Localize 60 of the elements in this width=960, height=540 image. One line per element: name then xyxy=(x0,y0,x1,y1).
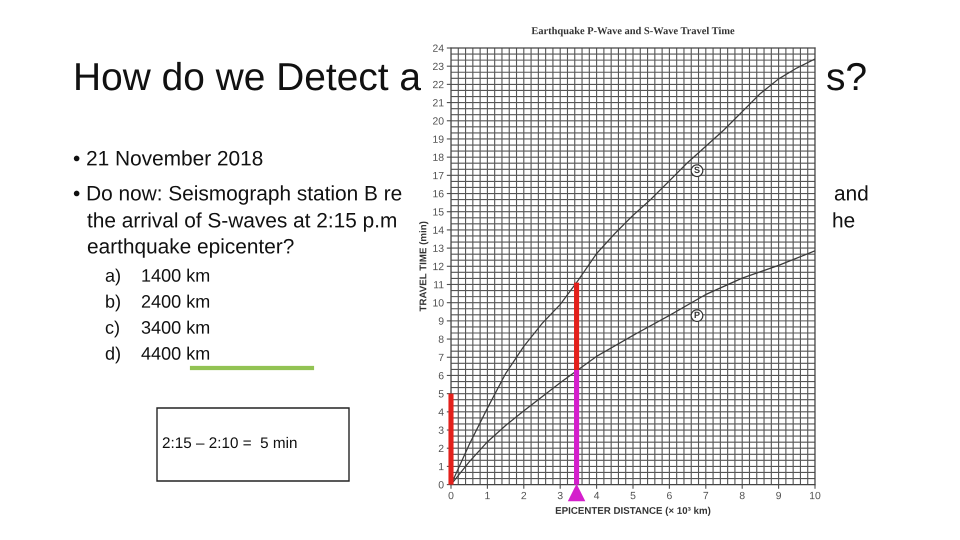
y-axis-title: TRAVEL TIME (min) xyxy=(419,222,428,312)
text: he xyxy=(833,212,854,228)
y-tick-label: 15 xyxy=(433,208,444,216)
y-tick-label: 19 xyxy=(433,135,444,143)
y-tick-label: 0 xyxy=(438,481,444,488)
x-axis-title: EPICENTER DISTANCE (× 10³ km) xyxy=(556,506,710,516)
y-tick-label: 9 xyxy=(438,317,444,325)
text: s? xyxy=(827,62,866,90)
y-tick-label: 14 xyxy=(433,226,444,234)
text: 1400 km xyxy=(142,268,210,282)
x-tick-label: 1 xyxy=(485,492,490,500)
text: earthquake epicenter? xyxy=(88,238,294,258)
text: 2400 km xyxy=(142,294,210,308)
y-tick-label: 24 xyxy=(432,44,444,52)
chart-title: Earthquake P-Wave and S-Wave Travel Time xyxy=(532,26,734,36)
y-tick-label: 17 xyxy=(433,172,444,180)
x-tick-label: 8 xyxy=(740,492,745,500)
text: • 21 November 2018 xyxy=(74,150,262,166)
y-tick-label: 2 xyxy=(438,444,444,452)
text: 2:15 – 2:10 = 5 min xyxy=(162,436,296,448)
y-tick-label: 12 xyxy=(433,262,444,270)
x-tick-label: 7 xyxy=(703,492,708,500)
bar xyxy=(448,394,454,485)
text: 4400 km xyxy=(141,346,210,360)
text: 3400 km xyxy=(142,320,210,334)
series-label: P xyxy=(694,312,700,318)
y-tick-label: 1 xyxy=(439,463,444,470)
x-tick-label: 6 xyxy=(667,492,672,500)
text: and xyxy=(834,185,868,201)
y-tick-label: 22 xyxy=(432,80,444,88)
y-tick-label: 11 xyxy=(434,281,444,288)
x-tick-label: 2 xyxy=(521,492,526,500)
text: • Do now: Seismograph station B re xyxy=(74,185,402,205)
y-tick-label: 4 xyxy=(438,408,444,416)
y-tick-label: 13 xyxy=(433,244,444,252)
y-tick-label: 3 xyxy=(438,426,444,434)
y-tick-label: 8 xyxy=(438,336,444,343)
y-tick-label: 21 xyxy=(432,99,444,106)
text: c) xyxy=(106,320,119,338)
text: the arrival of S-waves at 2:15 p.m xyxy=(87,212,396,232)
y-tick-label: 20 xyxy=(432,117,444,125)
bar xyxy=(574,282,580,370)
y-tick-label: 10 xyxy=(433,299,444,307)
y-tick-label: 5 xyxy=(438,390,444,398)
x-tick-label: 3 xyxy=(558,492,563,500)
x-tick-label: 0 xyxy=(448,492,454,500)
x-tick-label: 4 xyxy=(594,492,600,500)
y-tick-label: 7 xyxy=(438,354,444,362)
text: d) xyxy=(106,346,120,364)
text: a) xyxy=(106,268,120,286)
y-tick-label: 23 xyxy=(432,62,444,70)
y-tick-label: 16 xyxy=(433,190,444,198)
text: b) xyxy=(106,294,120,312)
x-tick-label: 9 xyxy=(776,492,782,500)
text: How do we Detect a xyxy=(76,62,422,90)
series-label: S xyxy=(694,166,700,174)
y-tick-label: 6 xyxy=(438,372,444,380)
y-tick-label: 18 xyxy=(433,154,444,162)
x-tick-label: 10 xyxy=(810,492,820,500)
x-tick-label: 5 xyxy=(630,492,636,500)
